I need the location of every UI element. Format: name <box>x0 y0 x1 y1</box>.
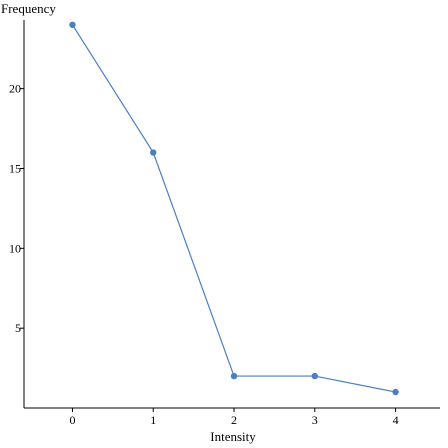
data-point <box>392 389 398 395</box>
data-point <box>69 22 75 28</box>
x-axis-title: Intensity <box>210 429 256 444</box>
series-layer <box>69 22 399 396</box>
data-point <box>150 149 156 155</box>
x-tick-label: 1 <box>150 413 156 427</box>
series-line <box>72 25 395 392</box>
x-ticks: 0 1 2 3 4 <box>69 408 398 427</box>
data-point <box>231 373 237 379</box>
y-tick-label: 5 <box>15 321 21 335</box>
y-ticks: 5 10 15 20 <box>9 82 24 336</box>
y-axis-title: Frequency <box>1 1 56 16</box>
x-tick-label: 2 <box>231 413 237 427</box>
x-tick-label: 0 <box>69 413 75 427</box>
y-tick-label: 15 <box>9 161 21 175</box>
x-tick-label: 3 <box>312 413 318 427</box>
data-point <box>312 373 318 379</box>
y-tick-label: 20 <box>9 82 21 96</box>
x-tick-label: 4 <box>393 413 399 427</box>
y-tick-label: 10 <box>9 241 21 255</box>
